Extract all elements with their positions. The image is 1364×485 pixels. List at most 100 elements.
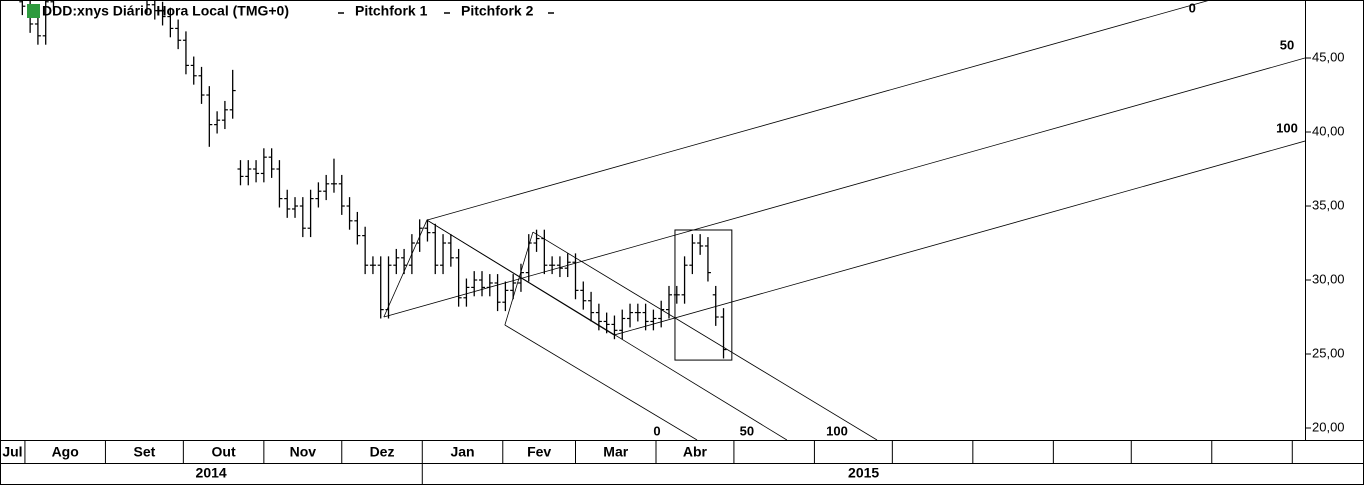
ohlc-bar: [416, 219, 423, 252]
ohlc-bar: [541, 229, 548, 275]
ohlc-bar: [159, 1, 166, 26]
ohlc-bar: [681, 256, 688, 304]
ohlc-bar: [603, 312, 610, 334]
ohlc-bar: [463, 278, 470, 307]
x-tick-label: Ago: [52, 444, 79, 460]
ohlc-bar: [650, 309, 657, 331]
ohlc-bar: [338, 174, 345, 215]
ohlc-bar: [588, 291, 595, 322]
ohlc-bar: [673, 285, 680, 304]
pitchfork-line: [383, 57, 1305, 318]
ohlc-bar: [19, 0, 26, 16]
ohlc-bar: [42, 0, 49, 45]
ohlc-bar: [369, 256, 376, 275]
ohlc-bar: [432, 223, 439, 275]
plot-area: [19, 0, 1305, 440]
pitchfork-handle: [383, 219, 428, 318]
ohlc-bar: [697, 234, 704, 255]
ohlc-bar: [447, 234, 454, 267]
pitchfork-line: [426, 0, 1212, 221]
ohlc-bar: [502, 281, 509, 312]
ohlc-bar: [556, 256, 563, 278]
ohlc-bar: [151, 0, 158, 20]
y-tick-label: 25,00: [1312, 345, 1345, 360]
ohlc-bar: [182, 31, 189, 75]
ohlc-bar: [634, 303, 641, 322]
ohlc-bar: [665, 285, 672, 319]
pitchfork-line: [504, 324, 698, 440]
ohlc-bar: [354, 211, 361, 245]
ohlc-bar: [146, 0, 150, 14]
pitchfork-level-label: 0: [653, 423, 660, 438]
x-tick-label: Mar: [603, 444, 628, 460]
ohlc-bar: [268, 148, 275, 178]
ohlc-bar: [50, 0, 55, 11]
y-tick-label: 20,00: [1312, 419, 1345, 434]
ohlc-bar: [34, 15, 41, 45]
ohlc-bar: [619, 309, 626, 340]
year-label: 2015: [848, 465, 879, 481]
ohlc-bar: [393, 248, 400, 275]
study-menu[interactable]: Pitchfork 2: [461, 3, 534, 19]
ohlc-bar: [284, 189, 291, 218]
ohlc-bar: [362, 226, 369, 275]
ohlc-bar: [307, 189, 314, 238]
x-tick-label: Jan: [450, 444, 474, 460]
ohlc-bar: [214, 111, 221, 134]
ohlc-bar: [330, 158, 337, 193]
header: DDD:xnys Diário Hora Local (TMG+0) Pitch…: [27, 3, 554, 19]
study-menu[interactable]: Pitchfork 1: [355, 3, 428, 19]
ohlc-bar: [517, 263, 524, 292]
ohlc-bar: [533, 229, 540, 252]
ohlc-bar: [229, 69, 236, 119]
ohlc-bar: [346, 197, 353, 230]
ohlc-bar: [712, 285, 719, 326]
x-tick-label: Out: [212, 444, 236, 460]
ohlc-bar: [408, 234, 415, 275]
ohlc-bar: [424, 219, 431, 242]
ohlc-bar: [175, 19, 182, 50]
ohlc-bar: [510, 274, 517, 300]
ohlc-bar: [260, 148, 267, 183]
ohlc-bar: [377, 256, 384, 319]
symbol-icon[interactable]: [27, 4, 40, 18]
symbol-title[interactable]: DDD:xnys Diário Hora Local (TMG+0): [42, 3, 289, 19]
ohlc-bar: [580, 281, 587, 310]
y-tick-label: 35,00: [1312, 197, 1345, 212]
ohlc-bar: [525, 234, 532, 282]
pitchfork-level-label: 100: [1276, 120, 1298, 135]
ohlc-bar: [198, 66, 205, 104]
year-label: 2014: [196, 465, 227, 481]
pitchfork-line: [532, 231, 878, 440]
ohlc-bar: [627, 303, 634, 328]
ohlc-bar: [245, 160, 252, 186]
ohlc-bar: [299, 197, 306, 238]
ohlc-bar: [292, 197, 299, 218]
ohlc-bar: [642, 303, 649, 331]
ohlc-bar: [401, 248, 408, 275]
x-tick-label: Fev: [527, 444, 551, 460]
ohlc-bar: [455, 248, 462, 307]
ohlc-bar: [190, 56, 197, 85]
x-tick-label: Jul: [2, 444, 22, 460]
ohlc-bar: [385, 256, 392, 319]
ohlc-bar: [689, 234, 696, 275]
ohlc-bar: [704, 237, 711, 282]
ohlc-bar: [479, 271, 486, 297]
ohlc-bar: [471, 271, 478, 297]
ohlc-bar: [494, 274, 501, 312]
ohlc-bar: [237, 160, 244, 186]
ohlc-bar: [549, 256, 556, 275]
y-tick-label: 30,00: [1312, 271, 1345, 286]
ohlc-bar: [658, 300, 665, 328]
ohlc-bar: [595, 303, 602, 331]
pitchfork-level-label: 50: [740, 423, 754, 438]
ohlc-bar: [572, 253, 579, 300]
y-tick-label: 40,00: [1312, 123, 1345, 138]
ohlc-bar: [564, 253, 571, 278]
pitchfork-line: [613, 140, 1305, 336]
ohlc-bar: [315, 182, 322, 208]
